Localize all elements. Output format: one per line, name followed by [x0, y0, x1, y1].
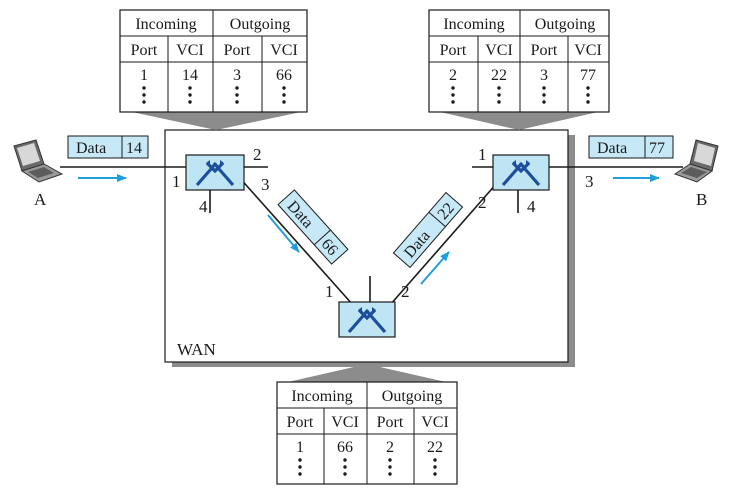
port-header: Port	[440, 42, 467, 59]
sw2-port-1: 1	[478, 145, 487, 164]
frame-sw3-sw2: Data 22	[392, 191, 464, 269]
wan-label: WAN	[177, 340, 216, 359]
more-rows-dots	[433, 458, 437, 476]
in-vci-cell: 22	[491, 67, 507, 84]
frame-data-label: Data	[76, 140, 106, 157]
host-a: A	[13, 139, 64, 209]
frame-out-b: Data 77	[588, 135, 674, 159]
direction-arrows	[78, 174, 660, 285]
port-header: Port	[287, 414, 314, 431]
incoming-header: Incoming	[135, 16, 196, 33]
frame-vci: 14	[126, 140, 142, 157]
laptop-icon	[673, 139, 719, 183]
sw3-port-1: 1	[325, 282, 334, 301]
out-port-cell: 3	[233, 67, 241, 84]
port-header: Port	[531, 42, 558, 59]
out-vci-cell: 22	[427, 439, 443, 456]
port-header: Port	[377, 414, 404, 431]
vci-header: VCI	[485, 42, 513, 59]
sw1-port-4: 4	[199, 197, 208, 216]
in-port-cell: 2	[449, 67, 457, 84]
switch-2	[492, 154, 550, 191]
more-rows-dots	[451, 86, 455, 104]
host-a-label: A	[34, 190, 47, 209]
frame-vci: 77	[649, 140, 665, 157]
sw2-port-4: 4	[527, 197, 536, 216]
frame-data-label: Data	[597, 140, 627, 157]
out-vci-cell: 66	[276, 67, 292, 84]
vci-header: VCI	[270, 42, 298, 59]
frame-in-a: Data 14	[67, 135, 149, 159]
sw1-port-1: 1	[172, 172, 181, 191]
incoming-header: Incoming	[291, 388, 352, 405]
sw1-port-3: 3	[261, 175, 270, 194]
in-vci-cell: 14	[182, 67, 198, 84]
more-rows-dots	[235, 86, 239, 104]
host-b: B	[673, 139, 719, 209]
sw3-port-2: 2	[401, 282, 410, 301]
more-rows-dots	[298, 458, 302, 476]
port-header: Port	[131, 42, 158, 59]
more-rows-dots	[497, 86, 501, 104]
sw1-port-2: 2	[253, 145, 262, 164]
arrow-sw1-sw3	[267, 214, 300, 253]
outgoing-header: Outgoing	[535, 16, 595, 33]
outgoing-header: Outgoing	[230, 16, 290, 33]
in-vci-cell: 66	[337, 439, 353, 456]
more-rows-dots	[142, 86, 146, 104]
more-rows-dots	[188, 86, 192, 104]
out-port-cell: 2	[386, 439, 394, 456]
link-sw1-sw3	[237, 175, 354, 306]
incoming-header: Incoming	[443, 16, 504, 33]
vci-header: VCI	[574, 42, 602, 59]
in-port-cell: 1	[140, 67, 148, 84]
switch-1	[185, 154, 245, 191]
in-port-cell: 1	[296, 439, 304, 456]
table-sw2: Incoming Outgoing Port VCI Port VCI 2 22…	[428, 9, 610, 130]
more-rows-dots	[388, 458, 392, 476]
out-port-cell: 3	[540, 67, 548, 84]
arrow-sw3-sw2	[420, 251, 450, 285]
switch-3	[338, 301, 396, 338]
sw2-port-3: 3	[585, 172, 594, 191]
more-rows-dots	[343, 458, 347, 476]
links	[60, 166, 683, 306]
more-rows-dots	[586, 86, 590, 104]
more-rows-dots	[542, 86, 546, 104]
host-b-label: B	[696, 190, 707, 209]
out-vci-cell: 77	[580, 67, 596, 84]
more-rows-dots	[282, 86, 286, 104]
vci-header: VCI	[176, 42, 204, 59]
laptop-icon	[13, 139, 64, 183]
table-sw3: Incoming Outgoing Port VCI Port VCI 1 66…	[276, 364, 458, 485]
link-sw3-sw2	[389, 182, 498, 306]
sw2-port-2: 2	[478, 193, 487, 212]
vci-header: VCI	[421, 414, 449, 431]
frame-sw1-sw3: Data 66	[277, 189, 349, 265]
port-header: Port	[224, 42, 251, 59]
outgoing-header: Outgoing	[382, 388, 442, 405]
vci-header: VCI	[331, 414, 359, 431]
table-sw1: Incoming Outgoing Port VCI Port VCI 1 14…	[119, 9, 308, 130]
